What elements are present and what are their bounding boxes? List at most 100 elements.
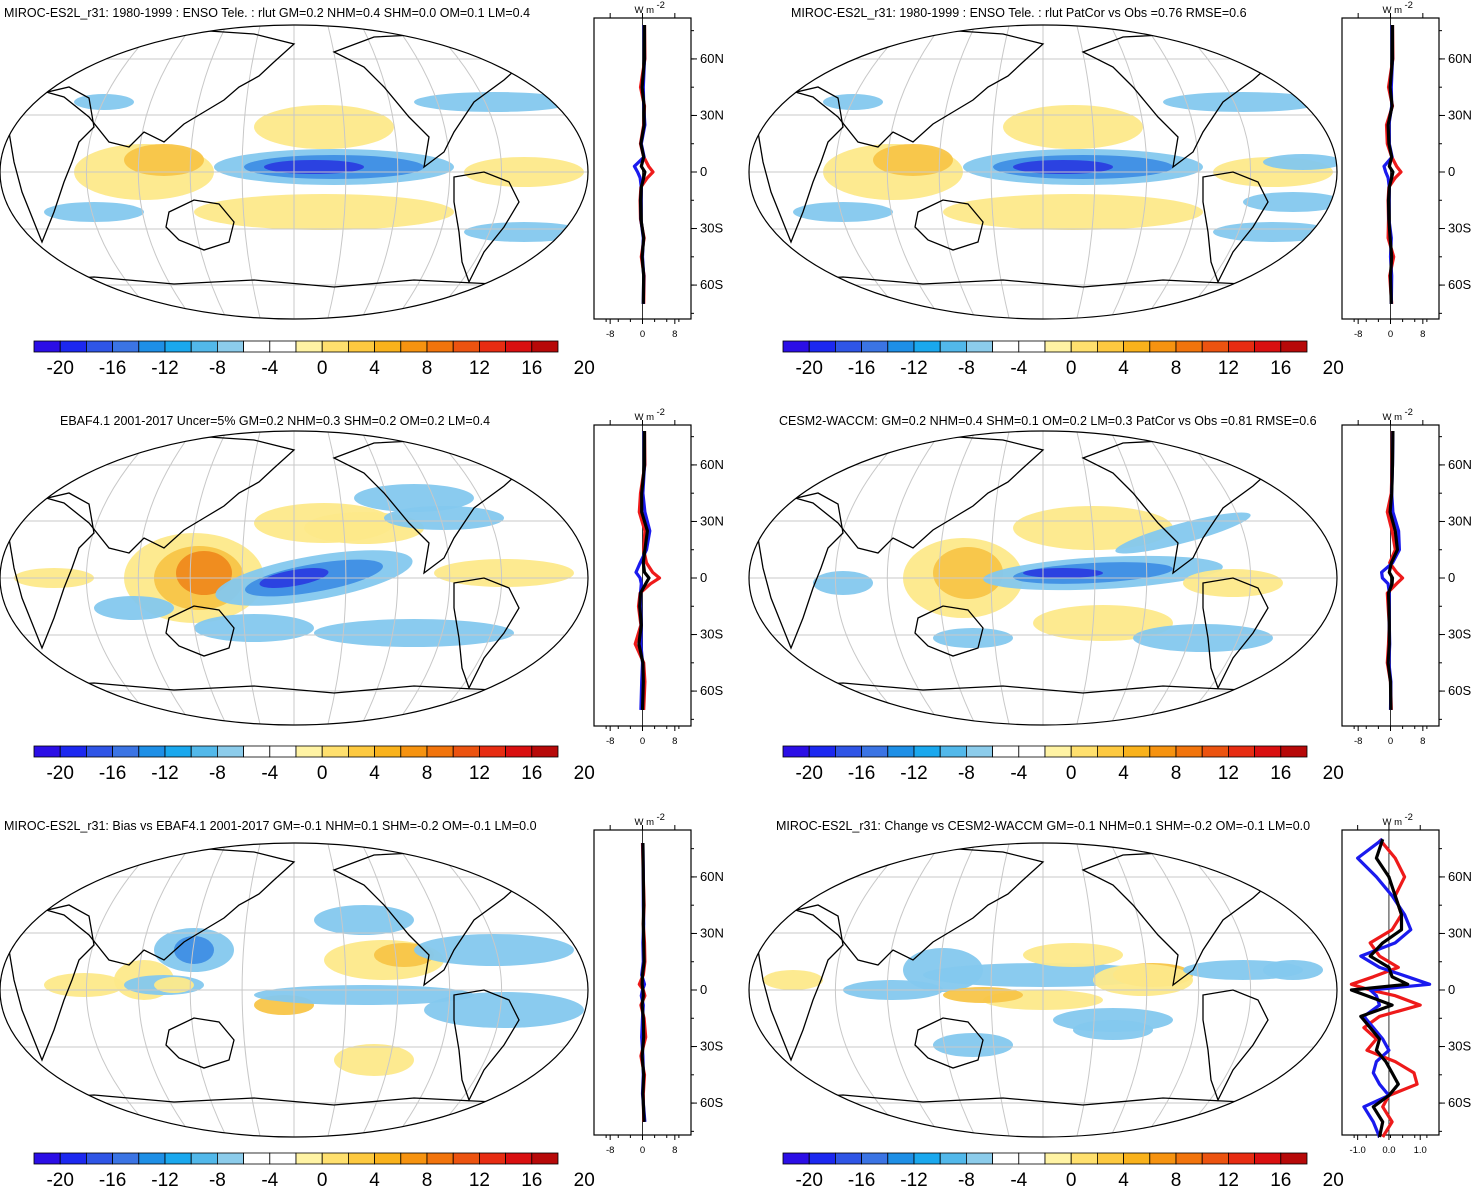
- colorbar-tick-label: 4: [369, 763, 380, 784]
- colorbar-swatch: [452, 1152, 480, 1165]
- colorbar-swatch: [347, 745, 375, 758]
- lat-tick-label: 60S: [1448, 277, 1471, 292]
- units-label: W m: [1383, 817, 1403, 828]
- lat-tick-label: 60S: [700, 683, 723, 698]
- map-field-2: [749, 25, 1337, 319]
- longitude-gridline: [1141, 431, 1200, 725]
- lat-tick-label: 30N: [700, 107, 724, 122]
- anomaly-patch: [354, 484, 474, 512]
- map-field-1: [0, 25, 588, 319]
- longitude-gridline: [241, 843, 262, 1137]
- colorbar-tick-label: 12: [469, 358, 490, 379]
- anomaly-patch: [1023, 568, 1103, 578]
- colorbar-swatch: [887, 745, 915, 758]
- profile-line-mean: [638, 25, 647, 304]
- colorbar-tick-label: -12: [900, 1170, 927, 1187]
- colorbar-swatch: [138, 340, 166, 353]
- lat-tick-label: 60S: [700, 1095, 723, 1110]
- colorbar-swatch: [243, 340, 271, 353]
- anomaly-patch: [44, 973, 124, 997]
- coastline: [453, 989, 520, 1102]
- profile-line-mean: [1349, 838, 1410, 1138]
- colorbar-tick-label: 8: [422, 1170, 433, 1187]
- colorbar-tick-label: 20: [1323, 1170, 1344, 1187]
- colorbar-swatch: [86, 1152, 114, 1165]
- colorbar-swatch: [1097, 1152, 1125, 1165]
- longitude-gridline: [137, 25, 196, 319]
- colorbar-swatch: [531, 1152, 559, 1165]
- longitude-gridline: [392, 25, 451, 319]
- longitude-gridline: [1075, 25, 1096, 319]
- colorbar-swatch: [887, 340, 915, 353]
- colorbar-swatch: [243, 1152, 271, 1165]
- colorbar-tick-label: -4: [1010, 763, 1027, 784]
- colorbar-swatch: [1280, 745, 1308, 758]
- colorbar-tick-label: 16: [1270, 358, 1291, 379]
- anomaly-patch: [1073, 1020, 1153, 1040]
- panel-3: 60N 30N 0 30S 60S -8 0 8 W m -2 -20 -16 -12 -8 -4 0 4 8 12…: [0, 407, 724, 784]
- colorbar-swatch: [505, 1152, 533, 1165]
- colorbar-swatch: [400, 745, 428, 758]
- longitude-gridline: [990, 25, 1011, 319]
- colorbar-tick-label: 20: [1323, 763, 1344, 784]
- colorbar-swatch: [374, 745, 402, 758]
- colorbar-swatch: [939, 745, 967, 758]
- anomaly-patch: [414, 92, 574, 112]
- x-tick-label: 0: [640, 329, 645, 340]
- colorbar-swatch: [1175, 1152, 1203, 1165]
- profile-line-mean: [637, 431, 651, 710]
- lat-tick-label: 30S: [1448, 627, 1471, 642]
- colorbar-tick-label: -16: [99, 1170, 126, 1187]
- colorbar-1: -20 -16 -12 -8 -4 0 4 8 12 16 20: [33, 340, 595, 379]
- colorbar-tick-label: 0: [1066, 358, 1077, 379]
- zonal-profile-1: 60N 30N 0 30S 60S -8 0 8 W m -2: [593, 0, 724, 340]
- map-border: [0, 430, 589, 726]
- longitude-gridline: [886, 843, 945, 1137]
- colorbar-swatch: [966, 745, 994, 758]
- lat-tick-label: 30N: [700, 925, 724, 940]
- map-field-5: [0, 843, 588, 1137]
- coastline: [1202, 989, 1269, 1102]
- colorbar-swatch: [1123, 1152, 1151, 1165]
- colorbar-swatch: [1123, 745, 1151, 758]
- colorbar-tick-label: -20: [795, 763, 822, 784]
- coastline: [757, 904, 844, 1062]
- coastline: [762, 276, 1324, 288]
- anomaly-patch: [1115, 512, 1251, 554]
- anomaly-patch: [124, 144, 204, 176]
- colorbar-swatch: [269, 340, 297, 353]
- colorbar-swatch: [138, 1152, 166, 1165]
- map-border: [0, 842, 589, 1138]
- colorbar-tick-label: -12: [151, 763, 178, 784]
- colorbar-tick-label: -4: [261, 1170, 278, 1187]
- panel-title-4: CESM2-WACCM: GM=0.2 NHM=0.4 SHM=0.1 OM=0…: [779, 414, 1317, 428]
- lat-tick-label: 60N: [700, 51, 724, 66]
- units-exponent: -2: [657, 0, 665, 11]
- colorbar-tick-label: -12: [900, 763, 927, 784]
- longitude-gridline: [1141, 25, 1200, 319]
- panel-title-3: EBAF4.1 2001-2017 Uncer=5% GM=0.2 NHM=0.…: [60, 414, 490, 428]
- units-exponent: -2: [1405, 407, 1413, 418]
- colorbar-swatch: [992, 1152, 1020, 1165]
- longitude-gridline: [189, 843, 229, 1137]
- map-field-3: [0, 431, 588, 725]
- map-4: [748, 430, 1338, 726]
- colorbar-swatch: [808, 745, 836, 758]
- lat-tick-label: 0: [700, 570, 707, 585]
- colorbar-swatch: [1280, 1152, 1308, 1165]
- anomaly-patch: [94, 596, 174, 620]
- profile-line-mean: [1386, 430, 1400, 710]
- colorbar-swatch: [452, 340, 480, 353]
- colorbar-tick-label: -8: [209, 763, 226, 784]
- colorbar-swatch: [913, 745, 941, 758]
- colorbar-tick-label: -8: [209, 358, 226, 379]
- colorbar-swatch: [190, 340, 218, 353]
- anomaly-patch: [1263, 154, 1337, 170]
- anomaly-patch: [314, 905, 414, 935]
- colorbar-swatch: [1201, 340, 1229, 353]
- colorbar-swatch: [1044, 745, 1072, 758]
- longitude-gridline: [241, 431, 262, 725]
- colorbar-tick-label: 0: [1066, 1170, 1077, 1187]
- colorbar-tick-label: -8: [958, 763, 975, 784]
- lat-tick-label: 30N: [1448, 925, 1472, 940]
